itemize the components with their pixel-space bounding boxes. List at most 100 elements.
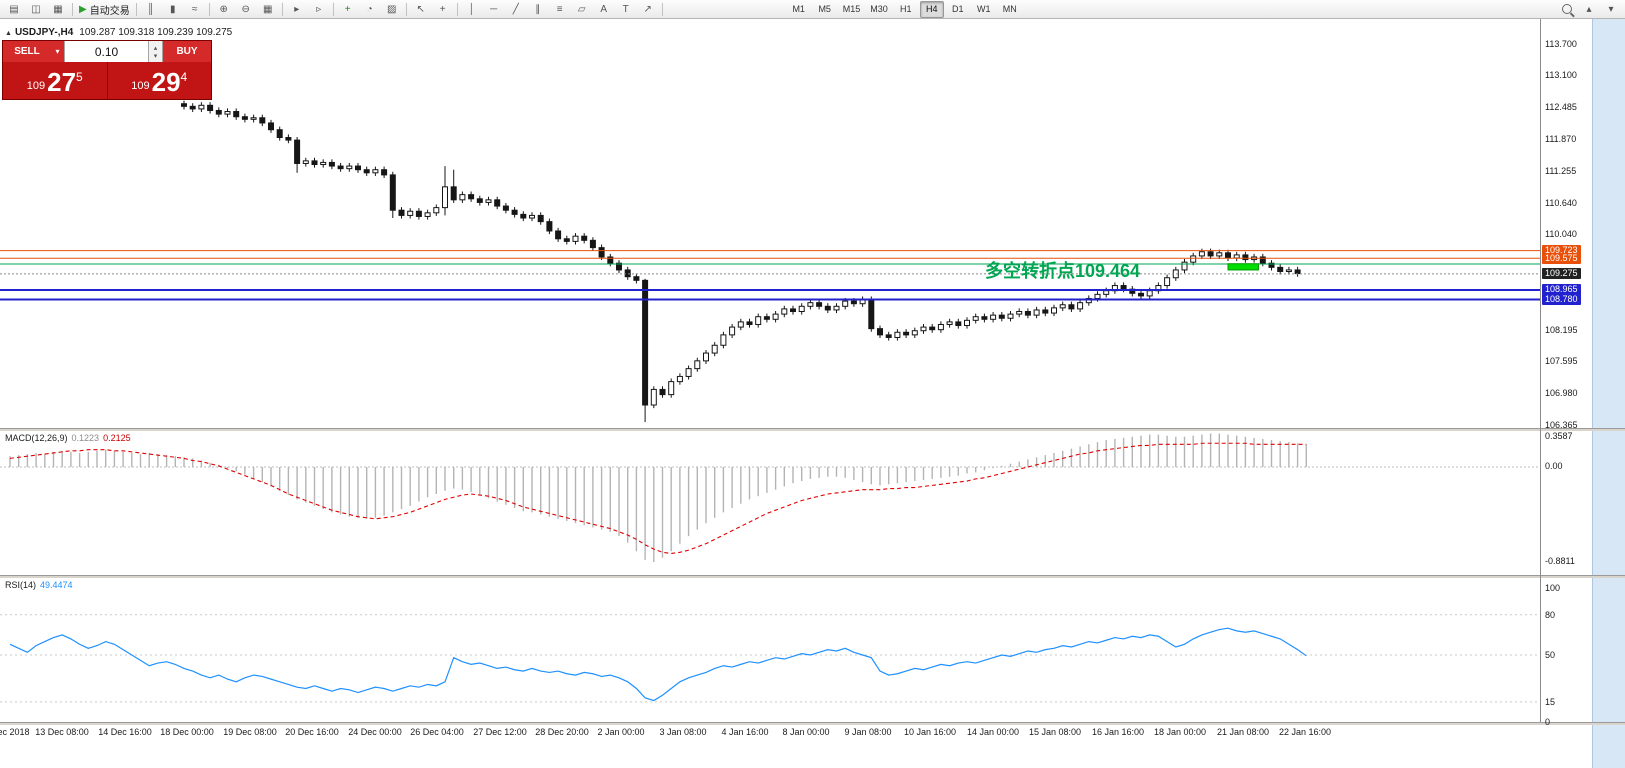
template-icon[interactable]: ▨ [382,1,402,18]
arrows-icon[interactable]: ↗ [638,1,658,18]
candle [877,328,883,336]
label-icon[interactable]: T [616,1,636,18]
chart-ohlc: 109.287 109.318 109.239 109.275 [79,27,233,38]
candle [181,103,187,107]
candle [1077,302,1084,310]
candle [1207,251,1214,257]
text-icon[interactable]: A [594,1,614,18]
timeframe-h4[interactable]: H4 [919,0,944,18]
candle [650,388,657,406]
candle [1294,269,1301,275]
rectangle-object[interactable] [1227,263,1259,271]
shapes-icon[interactable]: ▱ [572,1,592,18]
timeframe-m30[interactable]: M30 [870,4,888,14]
candle [616,262,622,271]
sell-price[interactable]: 109 27 5 [3,62,107,99]
candle [981,316,988,320]
timeframe-h1[interactable]: H1 [899,4,912,14]
candle [241,116,248,120]
timeframe-m5[interactable]: M5 [818,4,831,14]
data-window-icon[interactable]: ◫ [26,1,46,18]
candle [520,213,527,219]
candle [703,352,709,362]
candle [494,199,501,207]
search-icon-glyph [1562,4,1572,14]
price-axis[interactable]: 113.700 113.100 112.485 111.870 111.255 110.6… [1541,0,1591,768]
candle [964,319,970,327]
collapse-icon[interactable]: ▲ [5,30,12,37]
timeframe-m1[interactable]: M1 [792,4,805,14]
candle [407,210,414,216]
candle [746,321,753,325]
indicator-scale-label: 100 [1545,583,1561,593]
candle [589,239,596,249]
time-axis-label: 9 Jan 08:00 [844,727,892,737]
candle [868,299,875,330]
fibonacci-icon-glyph: ≡ [556,3,563,15]
toolbar-overflow-up-icon[interactable]: ▴ [1586,3,1592,15]
chart-shift-icon[interactable]: ▹ [309,1,329,18]
lot-stepper[interactable]: ▴ ▾ [149,41,163,62]
candle [1242,254,1249,261]
toolbar-separator [72,2,73,16]
add-indicator-icon[interactable]: + [338,1,358,18]
candle [1068,304,1075,310]
timeframe-w1[interactable]: W1 [976,4,991,14]
channel-icon[interactable]: ∥ [528,1,548,18]
lot-decrease-icon[interactable]: ▾ [153,52,158,60]
tile-windows-icon[interactable]: ▦ [258,1,278,18]
autotrading-button[interactable]: ▶ 自动交易 [77,1,132,18]
lot-increase-icon[interactable]: ▴ [153,44,158,52]
bar-chart-icon[interactable]: ║ [141,1,161,18]
timeframe-mn[interactable]: MN [1002,4,1017,14]
sell-button[interactable]: SELL [3,41,51,62]
indicator-scale-label: -0.8811 [1545,556,1575,566]
lot-size-input[interactable]: 0.10 [64,41,149,62]
period-icon[interactable]: ◔ [360,1,380,18]
crosshair-icon[interactable]: + [433,1,453,18]
price-axis-label: 107.595 [1545,356,1578,367]
time-axis-label: 27 Dec 12:00 [473,727,527,737]
candle [668,381,675,396]
candle [1233,254,1240,259]
time-axis[interactable]: 12 Dec 2018 13 Dec 08:00 14 Dec 16:00 18 De… [0,724,1540,742]
candle [442,186,448,209]
market-watch-icon[interactable]: ▤ [4,1,24,18]
search-icon[interactable] [1557,1,1577,18]
price-axis-label: 112.485 [1545,102,1577,113]
zoom-out-icon[interactable]: ⊖ [236,1,256,18]
timeframe-d1[interactable]: D1 [951,4,964,14]
cursor-icon[interactable]: ↖ [411,1,431,18]
vertical-line-icon[interactable]: │ [462,1,482,18]
macd-value-main: 0.1223 [71,433,100,443]
candle [833,305,840,311]
rsi-line [9,627,1307,702]
line-chart-icon[interactable]: ≈ [185,1,205,18]
auto-scroll-icon[interactable]: ▸ [287,1,307,18]
panel-separator[interactable] [0,428,1625,431]
candlestick-chart-icon[interactable]: ▮ [163,1,183,18]
time-axis-label: 16 Jan 16:00 [1091,727,1145,737]
navigator-icon[interactable]: ▦ [48,1,68,18]
buy-button[interactable]: BUY [163,41,211,62]
buy-price[interactable]: 109 29 4 [108,62,212,99]
timeframe-m15[interactable]: M15 [842,4,861,14]
candle [1268,262,1275,268]
candle [189,105,196,110]
time-axis-label: 24 Dec 00:00 [348,727,402,737]
candle [198,104,205,110]
candle [459,194,466,201]
horizontal-line-icon[interactable]: ─ [484,1,504,18]
panel-separator[interactable] [0,575,1625,578]
sell-price-sup: 5 [76,70,83,84]
candle [546,221,553,232]
rsi-header: RSI(14) 49.4474 [5,580,73,590]
rsi-label: RSI(14) [5,580,37,590]
zoom-in-icon[interactable]: ⊕ [214,1,234,18]
candle [563,238,570,242]
fibonacci-icon[interactable]: ≡ [550,1,570,18]
price-axis-label: 111.255 [1545,165,1577,176]
order-type-dropdown[interactable]: ▾ [51,41,64,62]
toolbar-overflow-down-icon[interactable]: ▾ [1608,3,1614,15]
trendline-icon[interactable]: ╱ [506,1,526,18]
